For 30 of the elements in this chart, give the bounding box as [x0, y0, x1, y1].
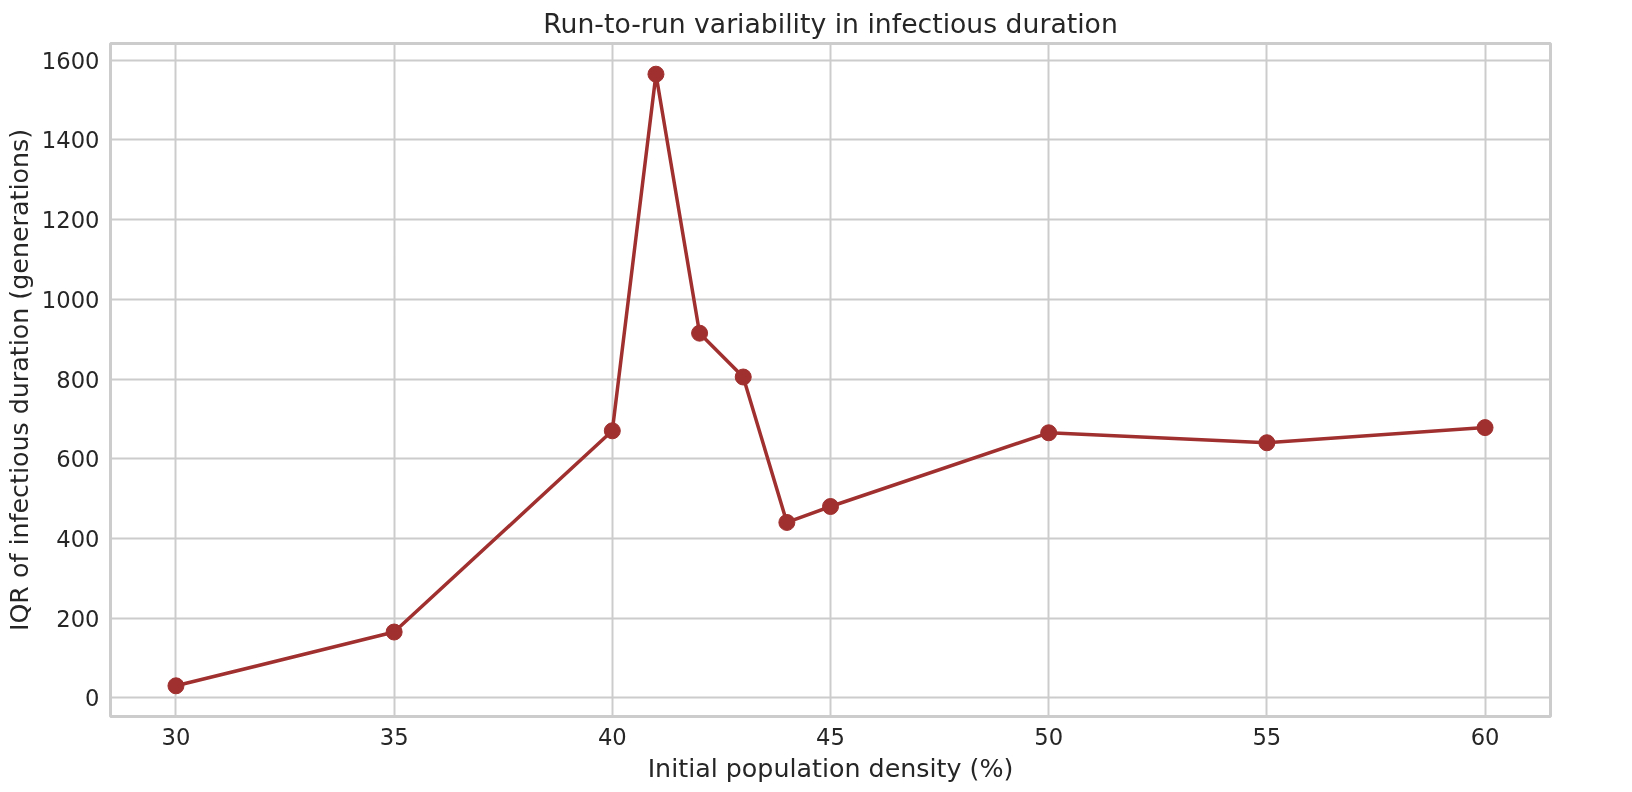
point — [385, 623, 403, 641]
point — [691, 324, 709, 342]
point — [822, 498, 839, 515]
x-tick-label: 50 — [1034, 723, 1064, 750]
y-tick-label: 1200 — [41, 207, 100, 234]
point — [647, 65, 665, 83]
y-axis-title: IQR of infectious duration (generations) — [3, 128, 34, 632]
point — [1040, 424, 1058, 442]
y-tick-label: 1400 — [41, 127, 100, 154]
point — [778, 513, 796, 531]
point — [1258, 434, 1276, 452]
x-tick-label: 35 — [379, 723, 409, 750]
point — [734, 368, 752, 386]
x-tick-label: 55 — [1252, 723, 1282, 750]
y-tick-label: 1000 — [41, 286, 100, 313]
point — [603, 422, 621, 440]
chart-title: Run-to-run variability in infectious duration — [543, 7, 1118, 39]
point — [167, 677, 185, 695]
x-axis-title: Initial population density (%) — [647, 752, 1014, 783]
point — [1476, 419, 1494, 437]
y-tick-label: 0 — [85, 685, 100, 712]
y-tick-label: 800 — [56, 366, 100, 393]
y-tick-label: 200 — [56, 605, 100, 632]
x-tick-label: 40 — [597, 723, 627, 750]
y-tick-label: 400 — [56, 525, 100, 552]
x-tick-label: 30 — [161, 723, 191, 750]
y-tick-label: 1600 — [41, 47, 100, 74]
y-tick-label: 600 — [56, 446, 100, 473]
x-tick-label: 60 — [1470, 723, 1500, 750]
x-tick-label: 45 — [816, 723, 845, 750]
